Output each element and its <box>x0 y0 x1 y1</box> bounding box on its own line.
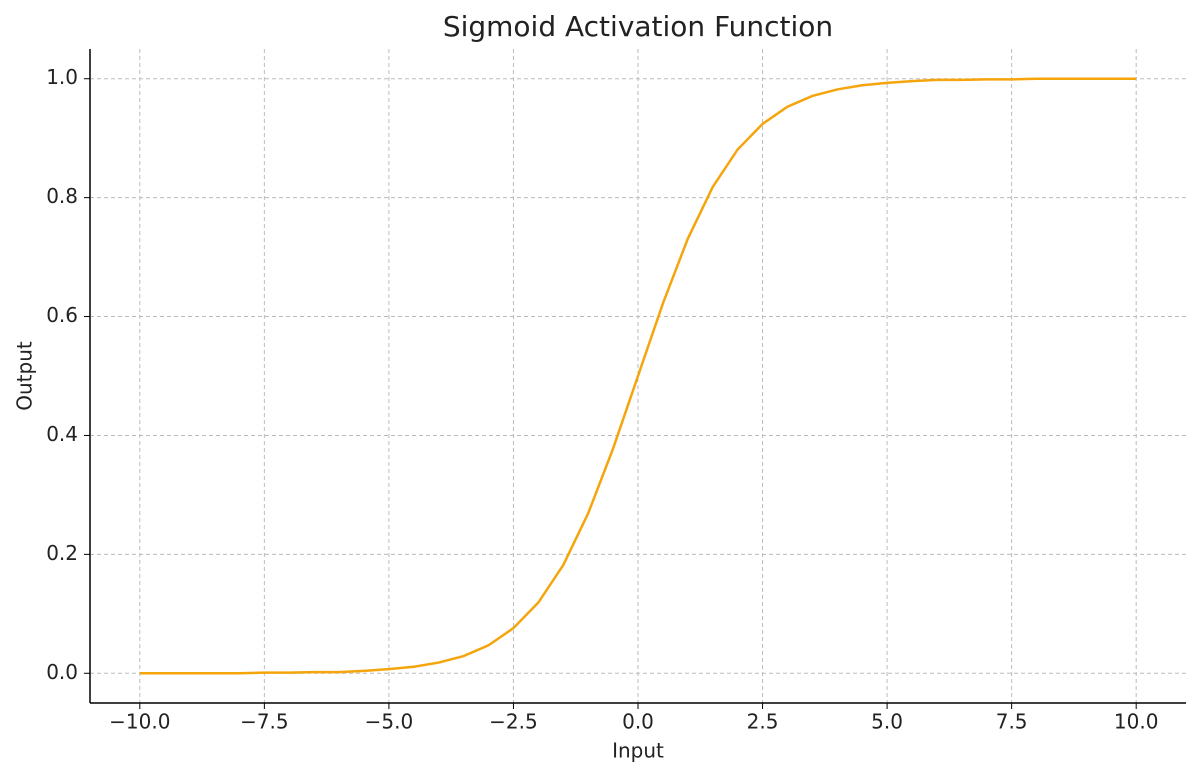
y-tick-label: 1.0 <box>46 65 78 89</box>
y-tick-label: 0.8 <box>46 184 78 208</box>
y-tick-label: 0.0 <box>46 660 78 684</box>
y-tick-label: 0.4 <box>46 422 78 446</box>
x-tick-label: 5.0 <box>871 710 903 734</box>
x-tick-label: −10.0 <box>109 710 170 734</box>
line-series <box>139 77 1137 675</box>
x-tick-label: −5.0 <box>365 710 414 734</box>
x-tick-label: 10.0 <box>1114 710 1159 734</box>
x-tick-label: 0.0 <box>622 710 654 734</box>
chart-title: Sigmoid Activation Function <box>443 10 833 43</box>
x-tick-label: 7.5 <box>996 710 1028 734</box>
y-axis-label: Output <box>13 341 37 411</box>
y-tick-label: 0.6 <box>46 303 78 327</box>
x-tick-label: −7.5 <box>240 710 289 734</box>
y-tick-label: 0.2 <box>46 541 78 565</box>
x-tick-label: 2.5 <box>747 710 779 734</box>
x-tick-label: −2.5 <box>489 710 538 734</box>
x-axis-label: Input <box>612 739 664 763</box>
